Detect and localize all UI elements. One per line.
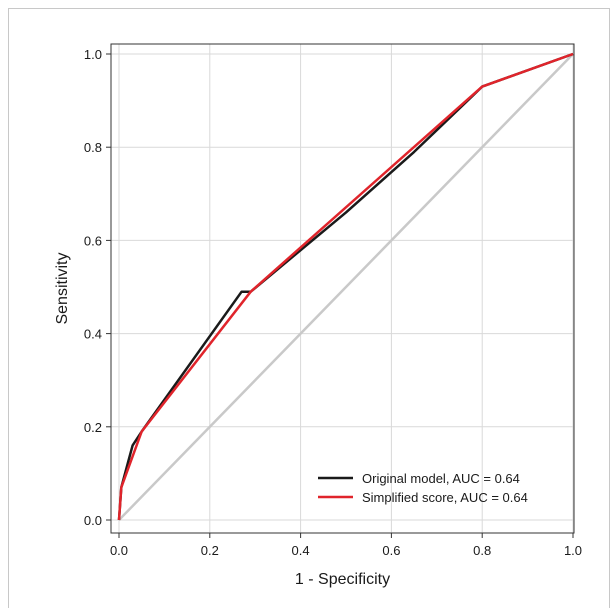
x-tick-label: 0.8 xyxy=(473,543,491,558)
y-tick-label: 0.2 xyxy=(84,420,102,435)
legend-label-original-model: Original model, AUC = 0.64 xyxy=(362,471,520,486)
legend: Original model, AUC = 0.64 Simplified sc… xyxy=(318,471,528,505)
grid-lines xyxy=(111,44,574,533)
figure-frame xyxy=(8,8,610,608)
y-axis-title: Sensitivity xyxy=(54,252,71,324)
plot-area-border xyxy=(110,43,575,534)
x-tick-label: 0.6 xyxy=(382,543,400,558)
y-axis-ticks: 0.0 0.2 0.4 0.6 0.8 1.0 xyxy=(84,47,111,528)
y-tick-label: 0.6 xyxy=(84,233,102,248)
y-tick-label: 1.0 xyxy=(84,47,102,62)
y-tick-label: 0.0 xyxy=(84,513,102,528)
series-line-original-model xyxy=(117,52,574,521)
y-tick-label: 0.8 xyxy=(84,140,102,155)
x-tick-label: 0.0 xyxy=(110,543,128,558)
x-axis-title: 1 - Specificity xyxy=(295,571,390,588)
series-lines xyxy=(117,52,574,521)
series-line-simplified-score xyxy=(117,52,574,521)
legend-label-simplified-score: Simplified score, AUC = 0.64 xyxy=(362,490,528,505)
x-tick-label: 1.0 xyxy=(564,543,582,558)
reference-line xyxy=(118,53,574,521)
y-tick-label: 0.4 xyxy=(84,327,102,342)
x-tick-label: 0.4 xyxy=(292,543,310,558)
x-axis-ticks: 0.0 0.2 0.4 0.6 0.8 1.0 xyxy=(110,533,582,558)
x-tick-label: 0.2 xyxy=(201,543,219,558)
reference-diagonal xyxy=(118,53,574,521)
